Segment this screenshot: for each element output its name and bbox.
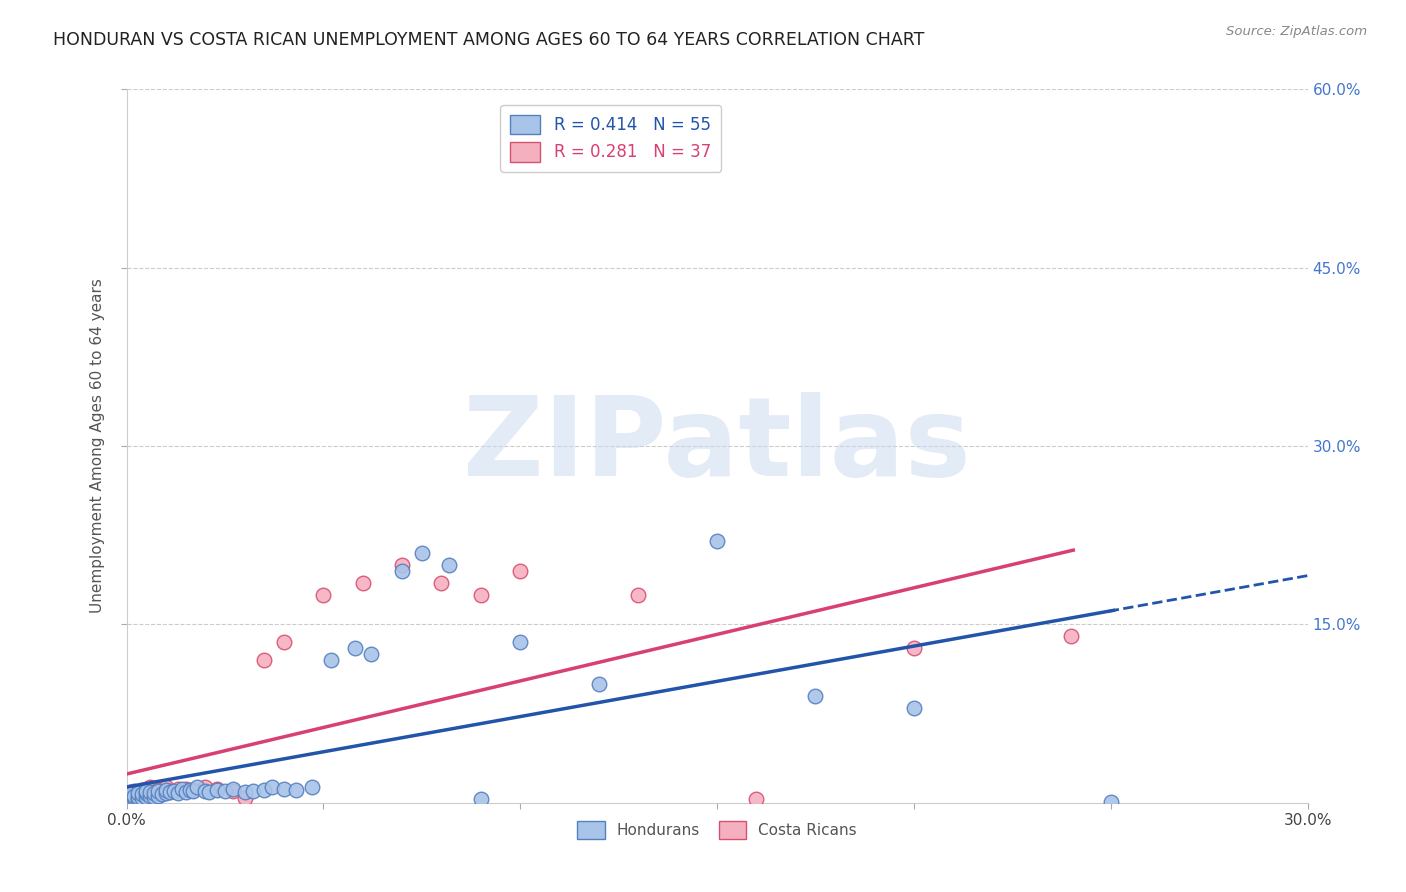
Point: [391, 558, 413, 572]
Point: [804, 689, 827, 703]
Point: [183, 782, 205, 797]
Point: [205, 782, 228, 797]
Point: [1099, 795, 1122, 809]
Point: [131, 788, 153, 802]
Point: [253, 653, 276, 667]
Point: [139, 785, 162, 799]
Point: [186, 780, 208, 795]
Point: [146, 782, 169, 797]
Point: [194, 784, 217, 798]
Point: [127, 789, 149, 803]
Point: [166, 781, 188, 796]
Point: [135, 789, 157, 804]
Point: [139, 780, 162, 795]
Point: [131, 782, 153, 797]
Point: [312, 588, 335, 602]
Point: [143, 786, 166, 800]
Point: [360, 647, 382, 661]
Point: [262, 780, 284, 795]
Point: [124, 791, 146, 805]
Point: [159, 785, 181, 799]
Point: [588, 677, 610, 691]
Point: [343, 641, 366, 656]
Point: [321, 653, 343, 667]
Point: [155, 782, 177, 797]
Point: [222, 784, 245, 798]
Point: [205, 781, 228, 796]
Legend: Hondurans, Costa Ricans: Hondurans, Costa Ricans: [571, 815, 863, 845]
Point: [301, 780, 323, 795]
Point: [150, 788, 173, 802]
Point: [139, 784, 162, 798]
Point: [115, 786, 138, 800]
Point: [127, 789, 149, 804]
Point: [470, 588, 492, 602]
Text: HONDURAN VS COSTA RICAN UNEMPLOYMENT AMONG AGES 60 TO 64 YEARS CORRELATION CHART: HONDURAN VS COSTA RICAN UNEMPLOYMENT AMO…: [53, 31, 925, 49]
Point: [146, 789, 169, 803]
Point: [222, 781, 245, 796]
Point: [214, 784, 236, 798]
Point: [439, 558, 461, 572]
Point: [120, 788, 142, 802]
Point: [470, 792, 492, 806]
Point: [233, 791, 256, 805]
Point: [183, 784, 205, 798]
Point: [1060, 629, 1083, 643]
Point: [509, 635, 531, 649]
Point: [706, 534, 728, 549]
Point: [143, 789, 166, 804]
Point: [284, 782, 307, 797]
Point: [139, 789, 162, 803]
Point: [509, 564, 531, 578]
Point: [120, 789, 142, 803]
Point: [135, 784, 157, 798]
Point: [124, 784, 146, 798]
Point: [135, 786, 157, 800]
Point: [159, 784, 181, 798]
Point: [174, 781, 197, 796]
Point: [627, 588, 650, 602]
Text: ZIPatlas: ZIPatlas: [463, 392, 972, 500]
Point: [135, 781, 157, 796]
Text: Source: ZipAtlas.com: Source: ZipAtlas.com: [1226, 25, 1367, 38]
Point: [174, 785, 197, 799]
Point: [124, 788, 146, 802]
Point: [411, 546, 433, 560]
Point: [745, 792, 768, 806]
Point: [135, 786, 157, 800]
Point: [163, 784, 186, 798]
Point: [233, 785, 256, 799]
Point: [352, 575, 374, 590]
Point: [155, 780, 177, 795]
Point: [166, 786, 188, 800]
Point: [127, 785, 149, 799]
Point: [179, 782, 201, 797]
Point: [170, 781, 193, 796]
Y-axis label: Unemployment Among Ages 60 to 64 years: Unemployment Among Ages 60 to 64 years: [90, 278, 105, 614]
Point: [120, 785, 142, 799]
Point: [115, 792, 138, 806]
Point: [903, 641, 925, 656]
Point: [198, 785, 221, 799]
Point: [120, 789, 142, 804]
Point: [253, 782, 276, 797]
Point: [242, 784, 264, 798]
Point: [131, 788, 153, 802]
Point: [391, 564, 413, 578]
Point: [273, 781, 295, 796]
Point: [127, 792, 149, 806]
Point: [146, 784, 169, 798]
Point: [903, 700, 925, 714]
Point: [124, 789, 146, 803]
Point: [430, 575, 453, 590]
Point: [127, 786, 149, 800]
Point: [155, 786, 177, 800]
Point: [194, 780, 217, 795]
Point: [131, 791, 153, 805]
Point: [150, 785, 173, 799]
Point: [143, 786, 166, 800]
Point: [273, 635, 295, 649]
